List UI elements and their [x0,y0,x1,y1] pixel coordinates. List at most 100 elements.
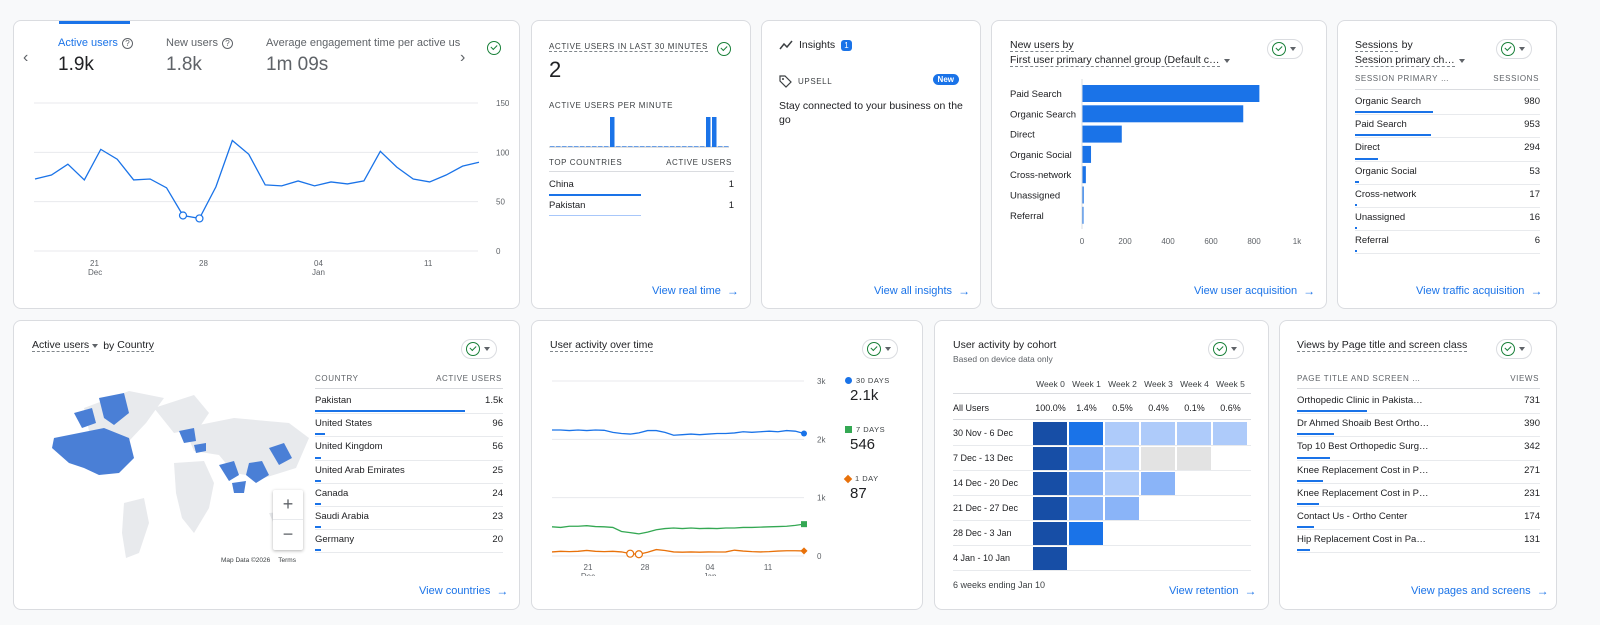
trending-icon [779,40,793,50]
table-row[interactable]: Paid Search 953 [1355,115,1540,139]
table-row[interactable]: Unassigned 16 [1355,208,1540,232]
minute-bar [676,146,681,147]
help-icon[interactable]: ? [121,37,133,49]
zoom-out-button[interactable]: − [282,524,294,544]
table-row[interactable]: Top 10 Best Orthopedic Surg… 342 [1297,437,1540,461]
table-row[interactable]: United Kingdom 56 [315,437,503,461]
tab-engagement[interactable]: Average engagement time per active us 1m… [266,37,460,76]
cohort-cell[interactable] [1141,472,1175,495]
cohort-cell[interactable] [1033,522,1067,545]
minute-bar [694,146,699,147]
table-row[interactable]: Hip Replacement Cost in Pa… 131 [1297,530,1540,554]
legend-item: 1 DAY [843,474,879,483]
row-value: 96 [492,418,503,430]
status-check-menu[interactable] [1496,39,1532,59]
table-row[interactable]: Organic Search 980 [1355,92,1540,116]
table-row[interactable]: Pakistan 1 [549,200,734,211]
table-row[interactable]: Canada 24 [315,484,503,507]
cohort-cell[interactable] [1069,522,1103,545]
cohort-cell[interactable] [1105,497,1139,520]
zoom-in-button[interactable]: + [273,490,303,520]
check-icon [487,41,501,55]
view-countries-link[interactable]: View countries → [419,584,508,598]
cohort-subtitle: Based on device data only [953,354,1053,364]
status-check-menu[interactable] [1267,39,1303,59]
row-bar [1297,526,1314,529]
row-label: Direct [1355,142,1380,154]
table-row[interactable]: Direct 294 [1355,138,1540,162]
table-divider [953,419,1251,420]
status-check-menu[interactable] [461,339,497,359]
cohort-cell[interactable] [1033,422,1067,445]
status-check-menu[interactable] [1208,339,1244,359]
table-row[interactable]: Dr Ahmed Shoaib Best Ortho… 390 [1297,414,1540,438]
cohort-cell[interactable] [1069,447,1103,470]
table-row[interactable]: Organic Social 53 [1355,162,1540,185]
cohort-cell[interactable] [1105,472,1139,495]
insight-text[interactable]: Stay connected to your business on the g… [779,100,963,126]
table-row[interactable]: Cross-network 17 [1355,185,1540,208]
tab-new-users[interactable]: New users ? 1.8k [166,37,233,76]
dimension-dropdown[interactable]: First user primary channel group (Defaul… [1010,54,1230,67]
map-terms-link[interactable]: Terms [278,557,296,564]
traffic-acquisition-card: Sessions by Session primary ch… SESSION … [1337,20,1557,309]
prev-arrow-icon[interactable]: ‹ [23,49,29,66]
x-tick-label: 28 [641,563,650,572]
table-row[interactable]: United Arab Emirates 25 [315,461,503,484]
table-row[interactable]: Orthopedic Clinic in Pakista… 731 [1297,391,1540,415]
row-label: Contact Us - Ortho Center [1297,511,1408,522]
cohort-cell[interactable] [1105,422,1139,445]
cohort-cell[interactable] [1177,447,1211,470]
cohort-cell[interactable] [1141,447,1175,470]
row-value: 731 [1524,395,1540,406]
dimension-dropdown[interactable]: Session primary ch… [1355,54,1465,67]
help-icon[interactable]: ? [221,37,233,49]
status-check-button[interactable] [484,38,504,58]
tab-active-users[interactable]: Active users ? 1.9k [58,37,133,76]
check-icon [1501,342,1515,356]
cohort-cell[interactable] [1141,422,1175,445]
status-check-button[interactable] [714,39,734,59]
cohort-cell[interactable] [1105,447,1139,470]
row-bar [315,549,321,552]
view-retention-link[interactable]: View retention → [1169,584,1257,598]
next-arrow-icon[interactable]: › [460,49,466,66]
cohort-cell[interactable] [1069,472,1103,495]
cohort-cell[interactable] [1033,497,1067,520]
status-check-menu[interactable] [1496,339,1532,359]
view-pages-link[interactable]: View pages and screens → [1411,584,1549,598]
dimension-label[interactable]: Country [117,339,155,352]
table-row[interactable]: China 1 [549,179,734,190]
row-bar [1355,227,1357,230]
chevron-down-icon[interactable] [92,343,99,348]
cohort-cell[interactable] [1033,447,1067,470]
y-tick-label: 0 [496,247,501,256]
table-row[interactable]: United States 96 [315,414,503,438]
table-row[interactable]: Knee Replacement Cost in P… 231 [1297,484,1540,507]
y-tick-label: 3k [817,377,826,386]
status-check-menu[interactable] [862,339,898,359]
cohort-cell[interactable] [1033,547,1067,570]
table-row[interactable]: Contact Us - Ortho Center 174 [1297,507,1540,531]
row-bar [1297,410,1367,413]
view-real-time-link[interactable]: View real time → [652,284,739,298]
chevron-down-icon [1519,47,1525,51]
cohort-cell[interactable] [1033,472,1067,495]
cohort-cell[interactable] [1069,422,1103,445]
cohort-cell[interactable] [1213,422,1247,445]
view-all-insights-link[interactable]: View all insights → [874,284,970,298]
table-row[interactable]: Pakistan 1.5k [315,391,503,415]
view-traffic-acquisition-link[interactable]: View traffic acquisition → [1416,284,1542,298]
view-user-acquisition-link[interactable]: View user acquisition → [1194,284,1315,298]
row-label: Cross-network [1355,188,1417,200]
cohort-cell[interactable] [1177,422,1211,445]
table-row[interactable]: Saudi Arabia 23 [315,507,503,531]
table-row[interactable]: Knee Replacement Cost in P… 271 [1297,461,1540,484]
row-label: United States [315,418,373,430]
table-row[interactable]: Referral 6 [1355,231,1540,255]
row-label: Referral [1355,235,1389,247]
table-row[interactable]: Germany 20 [315,530,503,554]
week-header: Week 2 [1108,379,1137,389]
cohort-cell[interactable] [1069,497,1103,520]
row-value: 271 [1524,464,1540,476]
